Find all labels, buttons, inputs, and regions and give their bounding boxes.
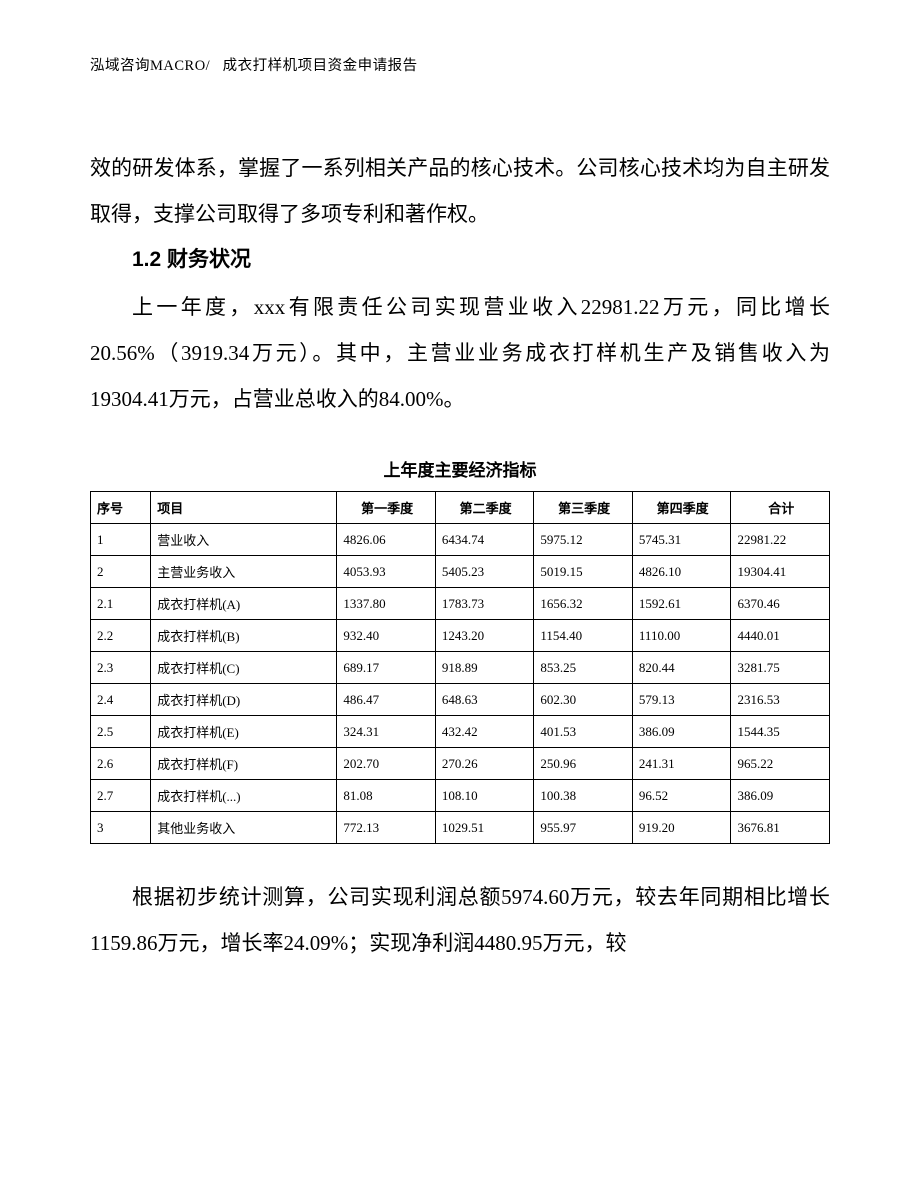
table-cell: 4826.10 — [632, 556, 731, 588]
table-cell: 1029.51 — [435, 812, 534, 844]
table-cell: 1656.32 — [534, 588, 633, 620]
table-row: 2.5成衣打样机(E)324.31432.42401.53386.091544.… — [91, 716, 830, 748]
table-cell: 2.2 — [91, 620, 151, 652]
table-cell: 5745.31 — [632, 524, 731, 556]
col-header-q2: 第二季度 — [435, 492, 534, 524]
table-cell: 4053.93 — [337, 556, 436, 588]
page-header: 泓域咨询MACRO/ 成衣打样机项目资金申请报告 — [90, 54, 830, 75]
table-cell: 108.10 — [435, 780, 534, 812]
paragraph-continuation: 效的研发体系，掌握了一系列相关产品的核心技术。公司核心技术均为自主研发取得，支撑… — [90, 145, 830, 237]
table-cell: 602.30 — [534, 684, 633, 716]
table-cell: 3281.75 — [731, 652, 830, 684]
table-cell: 1783.73 — [435, 588, 534, 620]
table-cell: 96.52 — [632, 780, 731, 812]
table-cell: 386.09 — [632, 716, 731, 748]
table-cell: 270.26 — [435, 748, 534, 780]
table-cell: 2316.53 — [731, 684, 830, 716]
table-cell: 401.53 — [534, 716, 633, 748]
table-cell: 1544.35 — [731, 716, 830, 748]
table-cell: 2.1 — [91, 588, 151, 620]
table-cell: 486.47 — [337, 684, 436, 716]
table-row: 2.3成衣打样机(C)689.17918.89853.25820.443281.… — [91, 652, 830, 684]
col-header-total: 合计 — [731, 492, 830, 524]
col-header-q1: 第一季度 — [337, 492, 436, 524]
table-cell: 820.44 — [632, 652, 731, 684]
table-cell: 955.97 — [534, 812, 633, 844]
table-cell: 1110.00 — [632, 620, 731, 652]
table-cell: 成衣打样机(D) — [151, 684, 337, 716]
table-cell: 2.7 — [91, 780, 151, 812]
table-cell: 579.13 — [632, 684, 731, 716]
table-cell: 202.70 — [337, 748, 436, 780]
paragraph-profit: 根据初步统计测算，公司实现利润总额5974.60万元，较去年同期相比增长1159… — [90, 874, 830, 966]
paragraph-finance-1: 上一年度，xxx有限责任公司实现营业收入22981.22万元，同比增长20.56… — [90, 284, 830, 423]
table-cell: 2.4 — [91, 684, 151, 716]
table-cell: 1592.61 — [632, 588, 731, 620]
table-row: 2.7成衣打样机(...)81.08108.10100.3896.52386.0… — [91, 780, 830, 812]
table-cell: 2.5 — [91, 716, 151, 748]
table-cell: 成衣打样机(A) — [151, 588, 337, 620]
table-row: 2.2成衣打样机(B)932.401243.201154.401110.0044… — [91, 620, 830, 652]
table-cell: 324.31 — [337, 716, 436, 748]
table-cell: 100.38 — [534, 780, 633, 812]
table-cell: 5019.15 — [534, 556, 633, 588]
table-cell: 386.09 — [731, 780, 830, 812]
table-cell: 营业收入 — [151, 524, 337, 556]
table-cell: 19304.41 — [731, 556, 830, 588]
table-cell: 919.20 — [632, 812, 731, 844]
table-cell: 成衣打样机(B) — [151, 620, 337, 652]
table-cell: 4440.01 — [731, 620, 830, 652]
table-row: 1营业收入4826.066434.745975.125745.3122981.2… — [91, 524, 830, 556]
table-cell: 918.89 — [435, 652, 534, 684]
table-title: 上年度主要经济指标 — [90, 456, 830, 481]
table-cell: 2 — [91, 556, 151, 588]
table-cell: 81.08 — [337, 780, 436, 812]
table-cell: 主营业务收入 — [151, 556, 337, 588]
table-cell: 1154.40 — [534, 620, 633, 652]
table-cell: 4826.06 — [337, 524, 436, 556]
table-cell: 689.17 — [337, 652, 436, 684]
table-row: 2.4成衣打样机(D)486.47648.63602.30579.132316.… — [91, 684, 830, 716]
table-cell: 965.22 — [731, 748, 830, 780]
col-header-q3: 第三季度 — [534, 492, 633, 524]
table-cell: 648.63 — [435, 684, 534, 716]
table-cell: 5975.12 — [534, 524, 633, 556]
table-cell: 250.96 — [534, 748, 633, 780]
table-cell: 1337.80 — [337, 588, 436, 620]
table-row: 2主营业务收入4053.935405.235019.154826.1019304… — [91, 556, 830, 588]
table-cell: 3 — [91, 812, 151, 844]
header-company: 泓域咨询MACRO/ — [90, 58, 210, 74]
table-cell: 3676.81 — [731, 812, 830, 844]
table-cell: 241.31 — [632, 748, 731, 780]
table-cell: 22981.22 — [731, 524, 830, 556]
table-cell: 其他业务收入 — [151, 812, 337, 844]
table-cell: 成衣打样机(...) — [151, 780, 337, 812]
col-header-project: 项目 — [151, 492, 337, 524]
table-cell: 5405.23 — [435, 556, 534, 588]
table-header-row: 序号 项目 第一季度 第二季度 第三季度 第四季度 合计 — [91, 492, 830, 524]
table-cell: 2.6 — [91, 748, 151, 780]
table-cell: 1 — [91, 524, 151, 556]
table-cell: 1243.20 — [435, 620, 534, 652]
section-title-finance: 1.2 财务状况 — [90, 237, 830, 283]
table-cell: 853.25 — [534, 652, 633, 684]
table-cell: 成衣打样机(E) — [151, 716, 337, 748]
economic-indicators-table: 序号 项目 第一季度 第二季度 第三季度 第四季度 合计 1营业收入4826.0… — [90, 491, 830, 844]
table-row: 2.6成衣打样机(F)202.70270.26250.96241.31965.2… — [91, 748, 830, 780]
table-cell: 772.13 — [337, 812, 436, 844]
table-cell: 2.3 — [91, 652, 151, 684]
table-cell: 成衣打样机(F) — [151, 748, 337, 780]
col-header-seq: 序号 — [91, 492, 151, 524]
table-row: 3其他业务收入772.131029.51955.97919.203676.81 — [91, 812, 830, 844]
table-row: 2.1成衣打样机(A)1337.801783.731656.321592.616… — [91, 588, 830, 620]
table-cell: 432.42 — [435, 716, 534, 748]
header-doc-title: 成衣打样机项目资金申请报告 — [223, 58, 418, 74]
table-cell: 932.40 — [337, 620, 436, 652]
table-cell: 成衣打样机(C) — [151, 652, 337, 684]
col-header-q4: 第四季度 — [632, 492, 731, 524]
table-cell: 6370.46 — [731, 588, 830, 620]
table-cell: 6434.74 — [435, 524, 534, 556]
